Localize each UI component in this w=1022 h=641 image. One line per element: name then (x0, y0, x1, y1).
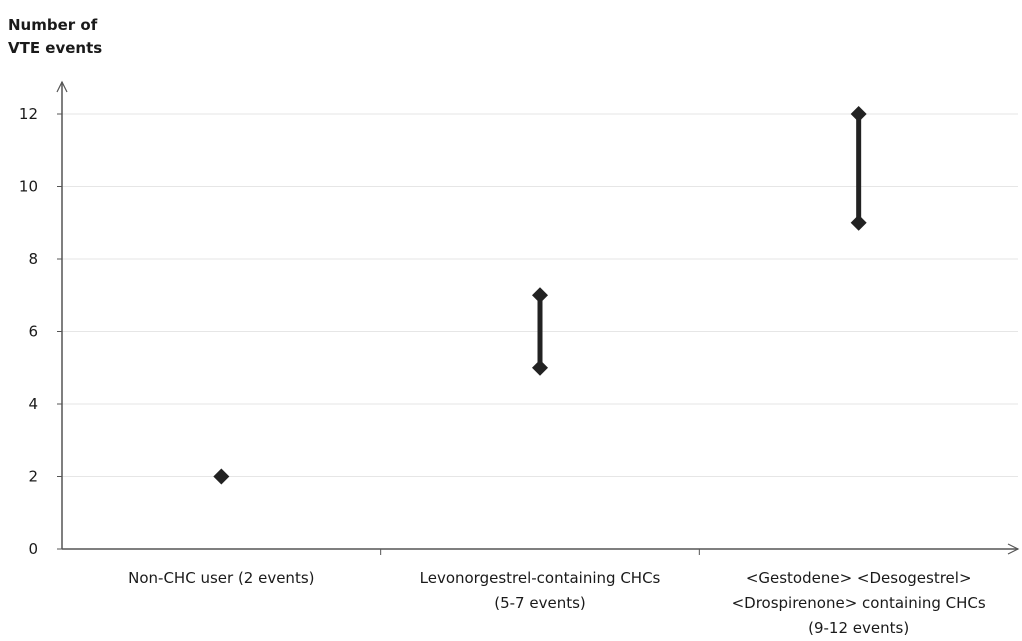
category-label-1: Non-CHC user (2 events) (128, 569, 314, 587)
y-axis-arrow (56, 80, 68, 93)
y-axis-title-line-2: VTE events (8, 39, 103, 57)
min-marker-1 (213, 468, 230, 485)
y-tick-label-10: 10 (19, 178, 38, 196)
x-axis-categories: Non-CHC user (2 events) Levonorgestrel-co… (128, 549, 986, 637)
y-tick-label-8: 8 (28, 250, 38, 268)
category-label-2: Levonorgestrel-containing CHCs (5-7 event… (420, 569, 661, 612)
category-label-3-line-3: (9-12 events) (808, 619, 909, 637)
y-axis-title-line-1: Number of (8, 16, 98, 34)
y-tick-label-6: 6 (28, 323, 38, 341)
axes (56, 80, 1020, 555)
y-axis-ticks: 0 2 4 6 8 10 12 (19, 105, 62, 558)
y-tick-label-4: 4 (28, 395, 38, 413)
min-marker-3 (850, 214, 867, 231)
y-tick-label-12: 12 (19, 105, 38, 123)
x-axis-arrow (1007, 543, 1020, 555)
category-label-3: <Gestodene> <Desogestrel> <Drospirenone> … (732, 569, 986, 637)
max-marker-2 (532, 287, 548, 304)
category-label-3-line-2: <Drospirenone> containing CHCs (732, 594, 986, 612)
y-axis-title: Number of VTE events (8, 14, 102, 60)
y-tick-label-0: 0 (28, 540, 38, 558)
min-marker-2 (532, 359, 548, 376)
category-label-2-line-1: Levonorgestrel-containing CHCs (420, 569, 661, 587)
category-label-1-line-1: Non-CHC user (2 events) (128, 569, 314, 587)
category-label-3-line-1: <Gestodene> <Desogestrel> (746, 569, 972, 587)
max-marker-3 (850, 106, 867, 122)
category-label-2-line-2: (5-7 events) (494, 594, 586, 612)
data-marks (213, 106, 867, 485)
y-tick-label-2: 2 (28, 468, 38, 486)
gridlines (62, 113, 1018, 477)
